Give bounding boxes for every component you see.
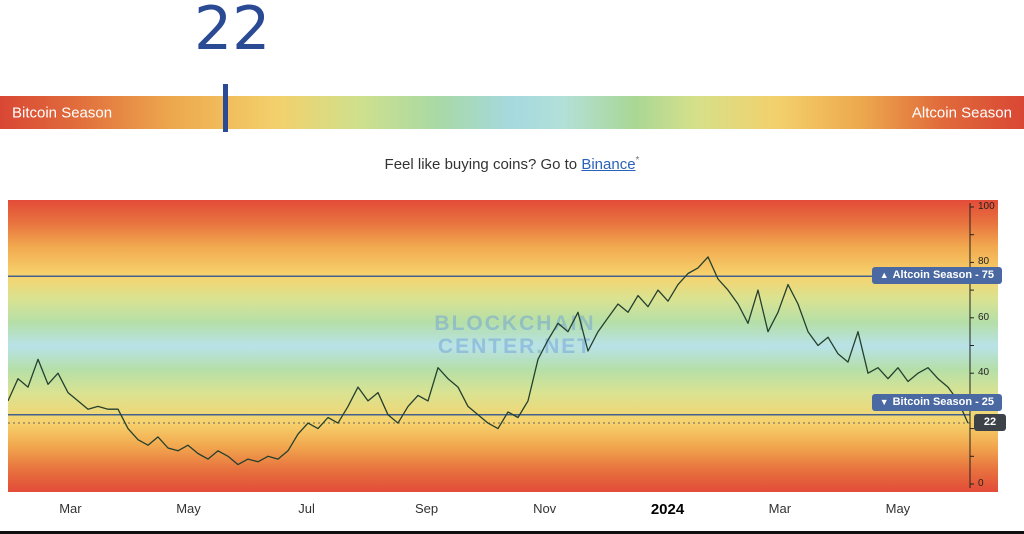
bottom-border (0, 531, 1024, 534)
bitcoin-season-threshold-badge: ▼ Bitcoin Season -25 (871, 393, 1002, 411)
y-axis-label: 40 (978, 367, 990, 379)
promo-text: Feel like buying coins? Go to Binance* (0, 155, 1024, 173)
bitcoin-threshold-label: Bitcoin Season (892, 395, 973, 408)
altcoin-season-label: Altcoin Season (911, 104, 1012, 121)
y-axis-label: 0 (978, 478, 984, 489)
x-axis-label: May (885, 501, 911, 516)
season-bar-marker (223, 84, 229, 132)
x-axis-label: Sep (414, 501, 439, 516)
bitcoin-season-label: Bitcoin Season (12, 104, 113, 121)
up-arrow-icon: ▲ (879, 270, 889, 281)
altcoin-season-chart[interactable]: BLOCKCHAIN CENTER.NET 100 80 60 40 0 ▲ Altcoi… (8, 200, 1008, 492)
current-value-badge: 22 (974, 414, 1006, 432)
badge-separator: - (975, 395, 979, 408)
promo-text-before: Feel like buying coins? Go to (384, 156, 582, 173)
current-index-value: 22 (194, 0, 271, 64)
down-arrow-icon: ▼ (879, 396, 889, 407)
x-axis-label: May (176, 501, 201, 516)
season-gradient-bar: Bitcoin Season Altcoin Season (0, 96, 1024, 129)
badge-separator: - (975, 269, 979, 282)
x-axis-label: 2024 (650, 501, 685, 518)
altcoin-threshold-label: Altcoin Season (892, 269, 973, 282)
x-axis-label: Mar (59, 501, 82, 516)
x-axis-label: Jul (298, 501, 315, 516)
y-axis-label: 80 (978, 256, 990, 268)
index-line-plot[interactable] (8, 200, 998, 492)
altcoin-threshold-value: 75 (981, 269, 994, 282)
promo-asterisk: * (635, 155, 640, 166)
binance-link[interactable]: Binance (581, 156, 636, 173)
x-axis-labels: Mar May Jul Sep Nov 2024 Mar May (8, 501, 1008, 523)
y-axis-label: 60 (978, 311, 990, 323)
bitcoin-threshold-value: 25 (981, 395, 994, 408)
x-axis-label: Mar (768, 501, 792, 516)
y-axis-label: 100 (978, 201, 995, 212)
x-axis-label: Nov (533, 501, 557, 516)
altcoin-season-threshold-badge: ▲ Altcoin Season -75 (871, 267, 1002, 285)
